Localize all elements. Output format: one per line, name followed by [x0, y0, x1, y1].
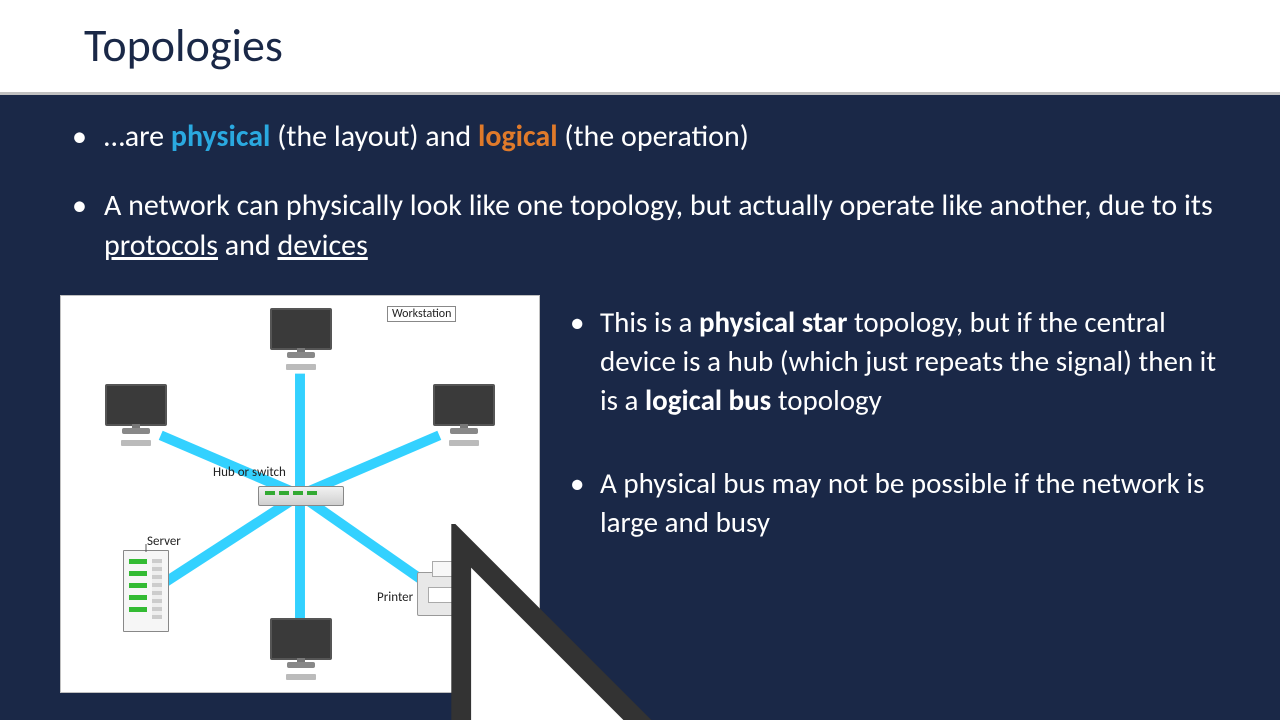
diagram-container: Hub or switch Workstation	[60, 295, 540, 693]
side-bullet-list: This is a physical star topology, but if…	[564, 303, 1220, 543]
lower-row: Hub or switch Workstation	[60, 295, 1220, 693]
bold-logical-bus: logical bus	[645, 382, 771, 418]
text: This is a	[600, 304, 699, 340]
text: A physical bus may not be possible if th…	[600, 465, 1204, 540]
hub-label: Hub or switch	[213, 466, 267, 480]
keyboard-icon	[121, 440, 151, 446]
workstation-bottom	[270, 618, 332, 680]
workstation-label: Workstation	[387, 306, 456, 322]
title-bar: Topologies	[0, 0, 1280, 95]
text: A network can physically look like one t…	[104, 187, 1213, 224]
top-bullet-list: …are physical (the layout) and logical (…	[60, 117, 1220, 267]
text: (the layout) and	[270, 118, 478, 155]
monitor-icon	[433, 384, 495, 426]
highlight-physical: physical	[171, 118, 271, 155]
workstation-left	[105, 384, 167, 446]
cursor-icon	[341, 524, 819, 720]
highlight-logical: logical	[478, 118, 558, 155]
monitor-icon	[270, 308, 332, 350]
star-topology-diagram: Hub or switch Workstation	[60, 295, 540, 693]
keyboard-icon	[449, 440, 479, 446]
workstation-top	[270, 308, 332, 370]
underline-protocols: protocols	[104, 227, 218, 264]
underline-devices: devices	[277, 227, 367, 264]
bullet-2: A network can physically look like one t…	[60, 186, 1220, 267]
text: and	[218, 227, 277, 264]
keyboard-icon	[286, 674, 316, 680]
monitor-icon	[105, 384, 167, 426]
text: topology	[771, 382, 882, 418]
side-bullet-1: This is a physical star topology, but if…	[564, 303, 1220, 420]
keyboard-icon	[286, 364, 316, 370]
slide-content: …are physical (the layout) and logical (…	[0, 95, 1280, 693]
hub-icon	[258, 486, 344, 506]
side-bullet-2: A physical bus may not be possible if th…	[564, 464, 1220, 542]
hub-device	[258, 486, 344, 506]
workstation-right	[433, 384, 495, 446]
text: (the operation)	[558, 118, 749, 155]
slide-title: Topologies	[84, 18, 283, 74]
slide: Topologies …are physical (the layout) an…	[0, 0, 1280, 720]
bold-physical-star: physical star	[699, 304, 847, 340]
bullet-1: …are physical (the layout) and logical (…	[60, 117, 1220, 158]
text: …are	[104, 118, 171, 155]
monitor-icon	[270, 618, 332, 660]
